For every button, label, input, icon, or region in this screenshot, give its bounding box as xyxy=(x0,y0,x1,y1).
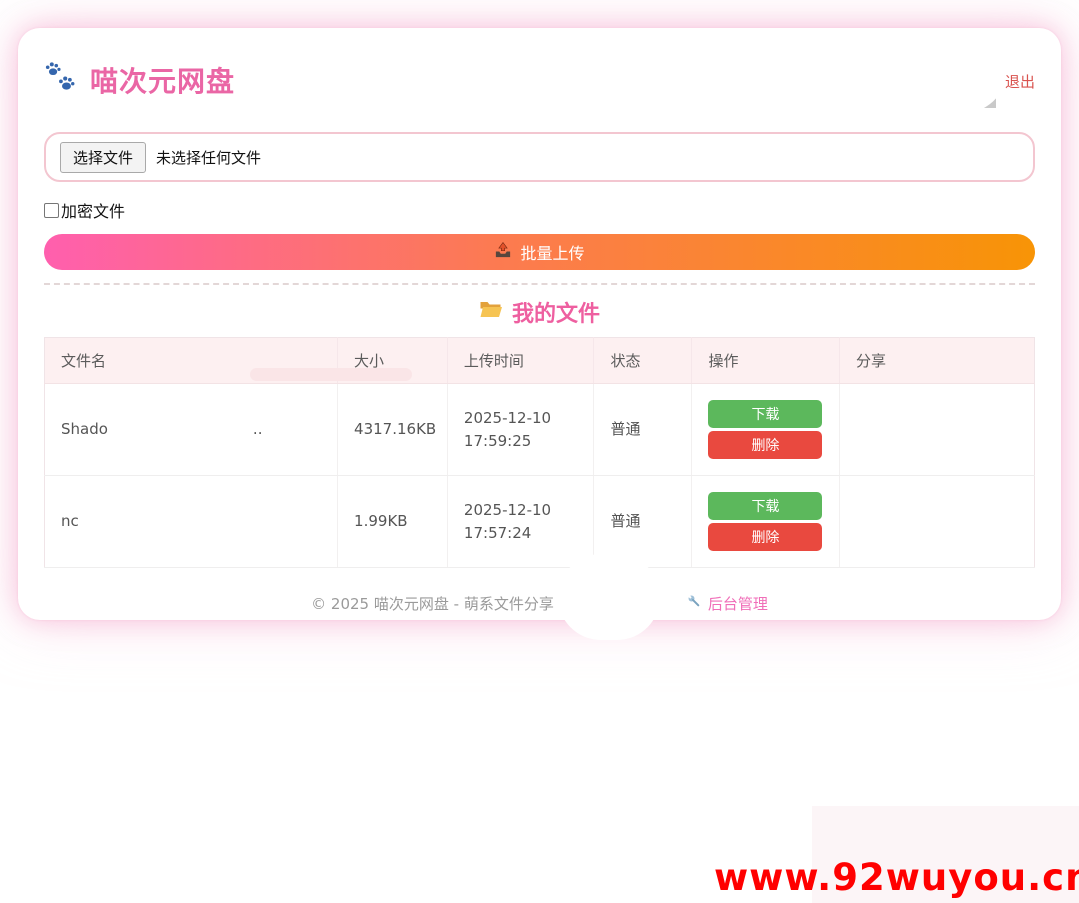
delete-button[interactable]: 删除 xyxy=(708,431,823,459)
batch-upload-label: 批量上传 xyxy=(520,244,585,263)
admin-link[interactable]: 后台管理 xyxy=(686,593,768,614)
upload-tray-icon xyxy=(494,241,512,263)
file-name-tail: .. xyxy=(252,420,263,439)
file-actions-cell: 下载 删除 xyxy=(691,383,840,476)
table-row: Shado.. 4317.16KB 2025-12-10 17:59:25 普通… xyxy=(44,383,1035,476)
wrench-icon xyxy=(686,593,703,614)
file-upload-box: 选择文件 未选择任何文件 xyxy=(44,132,1035,182)
file-name-cell: nc xyxy=(44,475,339,568)
file-name-text: nc xyxy=(61,512,79,531)
col-status: 状态 xyxy=(593,337,693,384)
encrypt-row: 加密文件 xyxy=(44,200,1035,221)
app-title-group: 喵次元网盘 xyxy=(44,60,235,100)
my-files-title: 我的文件 xyxy=(44,297,1035,327)
choose-file-button[interactable]: 选择文件 xyxy=(60,141,147,173)
censor-blob xyxy=(558,554,660,640)
file-share-cell xyxy=(839,383,1035,476)
file-share-cell xyxy=(839,475,1035,568)
encrypt-checkbox[interactable] xyxy=(44,202,59,218)
app-card: 喵次元网盘 欢 退出 选择文件 未选择任何文件 加密文件 xyxy=(18,28,1061,620)
file-actions-cell: 下载 删除 xyxy=(691,475,840,568)
batch-upload-button[interactable]: 批量上传 xyxy=(44,234,1035,270)
logout-link[interactable]: 退出 xyxy=(1004,73,1035,91)
file-size-cell: 1.99KB xyxy=(337,475,448,568)
encrypt-label: 加密文件 xyxy=(61,202,126,221)
download-button[interactable]: 下载 xyxy=(708,492,823,520)
censor-blob xyxy=(900,36,1005,116)
copyright-text: © 2025 喵次元网盘 - 萌系文件分享 xyxy=(311,594,554,613)
table-row: nc 1.99KB 2025-12-10 17:57:24 普通 下载 删除 xyxy=(44,475,1035,568)
file-name-text: Shado xyxy=(61,420,108,439)
col-actions: 操作 xyxy=(691,337,840,384)
header: 喵次元网盘 欢 退出 xyxy=(44,58,1035,120)
file-status-text: 未选择任何文件 xyxy=(156,148,262,167)
file-status-cell: 普通 xyxy=(593,383,693,476)
download-button[interactable]: 下载 xyxy=(708,400,823,428)
col-upload-time: 上传时间 xyxy=(447,337,595,384)
file-time-cell: 2025-12-10 17:59:25 xyxy=(447,383,595,476)
delete-button[interactable]: 删除 xyxy=(708,523,823,551)
col-filename: 文件名 xyxy=(44,337,339,384)
dashed-divider xyxy=(44,283,1035,285)
corner-tint xyxy=(812,806,1079,903)
files-table: 文件名 大小 上传时间 状态 操作 分享 Shado.. 4317.16KB xyxy=(44,337,1035,568)
censor-smudge xyxy=(250,368,412,381)
paw-prints-icon xyxy=(44,61,80,99)
footer: © 2025 喵次元网盘 - 萌系文件分享 后台管理 xyxy=(44,590,1035,616)
file-time-cell: 2025-12-10 17:57:24 xyxy=(447,475,595,568)
file-size-cell: 4317.16KB xyxy=(337,383,448,476)
folder-icon xyxy=(479,299,503,325)
file-name-cell: Shado.. xyxy=(44,383,339,476)
table-header-row: 文件名 大小 上传时间 状态 操作 分享 xyxy=(44,337,1035,384)
my-files-title-text: 我的文件 xyxy=(511,302,600,327)
page-title: 喵次元网盘 xyxy=(90,65,236,98)
file-status-cell: 普通 xyxy=(593,475,693,568)
col-share: 分享 xyxy=(839,337,1035,384)
admin-link-label: 后台管理 xyxy=(707,594,768,613)
watermark-text: www.92wuyou.cn xyxy=(714,856,1079,899)
